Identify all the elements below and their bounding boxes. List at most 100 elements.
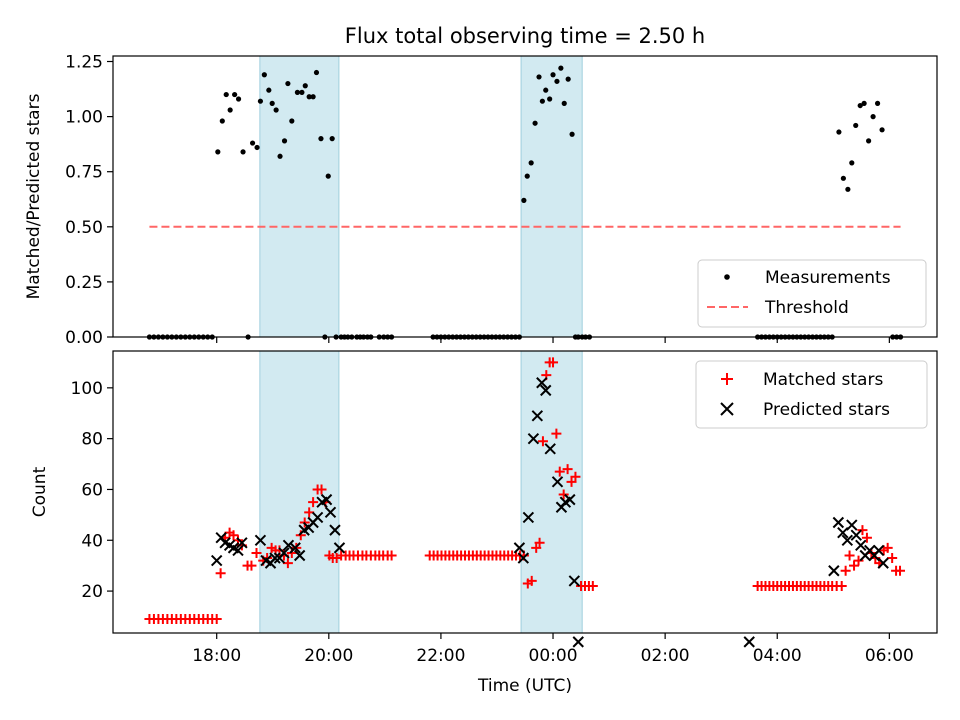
y-tick-label: 1.25 [65, 53, 103, 73]
matched-star-point [548, 357, 559, 368]
measurement-point [329, 136, 335, 142]
measurement-point [269, 100, 275, 106]
x-axis-label: Time (UTC) [477, 676, 572, 696]
measurement-point [261, 72, 267, 78]
y-tick-label: 80 [81, 430, 103, 450]
matched-star-point [316, 484, 327, 495]
measurement-point [528, 160, 534, 166]
matched-star-point [853, 555, 864, 566]
predicted-star-point [232, 544, 244, 557]
legend-predicted-label: Predicted stars [763, 400, 890, 420]
top-panel-frame [112, 55, 938, 338]
y-tick-label: 1.00 [65, 108, 103, 128]
predicted-star-point [282, 539, 295, 552]
measurement-point [219, 118, 225, 124]
predicted-star-point [236, 537, 248, 549]
measurement-point [254, 144, 260, 151]
y-tick-label: 0.75 [65, 163, 103, 183]
measurement-point [861, 100, 867, 106]
legend-measurement-marker [724, 274, 730, 280]
bottom-y-axis-ticks: 20 40 60 80 100 [71, 379, 113, 602]
measurement-point [521, 197, 527, 203]
matched-star-point [558, 489, 569, 500]
predicted-star-point [254, 534, 267, 546]
measurement-point [543, 87, 549, 93]
matched-star-point [861, 532, 872, 543]
matched-star-point [587, 581, 598, 591]
predicted-star-point [544, 443, 556, 455]
y-tick-label: 0.00 [65, 328, 103, 348]
predicted-star-point [828, 565, 840, 577]
top-legend: Measurements Threshold [697, 259, 927, 328]
observing-window-2 [520, 55, 583, 338]
measurement-point [532, 120, 538, 126]
measurement-point [840, 175, 846, 181]
top-legend-box [697, 259, 927, 328]
x-tick-label: 18:00 [192, 646, 241, 666]
predicted-star-point [743, 636, 755, 648]
measurement-point [281, 138, 288, 144]
predicted-star-point [269, 552, 281, 564]
measurement-point [857, 102, 863, 109]
matched-star-point [554, 466, 565, 477]
top-y-axis-ticks: 0.00 0.25 0.50 0.75 1.00 1.25 [65, 53, 113, 348]
matched-star-point [282, 558, 293, 569]
matched-star-point [882, 542, 893, 553]
predicted-star-point [210, 554, 223, 567]
measurement-point [879, 127, 885, 133]
predicted-star-point [289, 542, 301, 554]
predicted-star-point [877, 557, 889, 569]
predicted-star-point [850, 529, 862, 541]
x-tick-label: 02:00 [641, 646, 690, 666]
legend-measurements-label: Measurements [765, 268, 891, 288]
x-tick-label: 06:00 [865, 646, 914, 666]
measurement-point [539, 98, 545, 104]
measurement-point [313, 69, 320, 76]
predicted-star-point [320, 493, 333, 506]
predicted-star-point [513, 542, 526, 554]
measurement-point [306, 94, 312, 100]
measurement-point [536, 74, 542, 80]
measurement-point [558, 65, 564, 71]
matched-star-point [215, 568, 226, 579]
measurement-point [524, 173, 530, 179]
measurement-point [257, 98, 264, 104]
measurement-point [870, 114, 876, 120]
top-x-axis-ticks [216, 337, 890, 343]
predicted-star-point [329, 524, 341, 536]
bottom-observing-windows [259, 350, 583, 634]
measurement-point [299, 89, 305, 95]
predicted-star-point [293, 549, 306, 562]
predicted-star-point [540, 384, 552, 397]
predicted-star-point [832, 516, 845, 529]
y-tick-label: 20 [81, 582, 103, 602]
bottom-legend-box [695, 360, 928, 429]
chart-title: Flux total observing time = 2.50 h [345, 24, 705, 48]
matched-star-point [246, 560, 257, 571]
measurement-point [249, 140, 256, 146]
measurement-point [277, 153, 283, 159]
legend-predicted-marker [720, 402, 734, 416]
matched-star-point [228, 530, 239, 541]
measurement-point [565, 76, 571, 82]
top-y-axis-label: Matched/Predicted stars [24, 93, 44, 299]
matched-star-point [562, 464, 573, 475]
predicted-star-point [872, 544, 885, 557]
matched-star-point [308, 497, 319, 508]
predicted-star-point [333, 542, 346, 554]
matched-star-point [849, 560, 860, 571]
predicted-star-point [536, 377, 548, 389]
matched-star-point [895, 565, 906, 576]
bottom-panel-frame [112, 350, 938, 634]
measurement-point [550, 72, 556, 78]
predicted-star-point [278, 547, 290, 559]
matched-star-point [570, 471, 581, 482]
measurement-point [227, 107, 233, 113]
measurement-point [569, 131, 575, 137]
matched-star-point [551, 428, 562, 439]
matched-star-point [836, 581, 847, 591]
measurement-point [547, 96, 553, 102]
predicted-star-point [527, 432, 540, 445]
x-tick-label: 20:00 [304, 646, 353, 666]
matched-star-point [844, 550, 855, 561]
